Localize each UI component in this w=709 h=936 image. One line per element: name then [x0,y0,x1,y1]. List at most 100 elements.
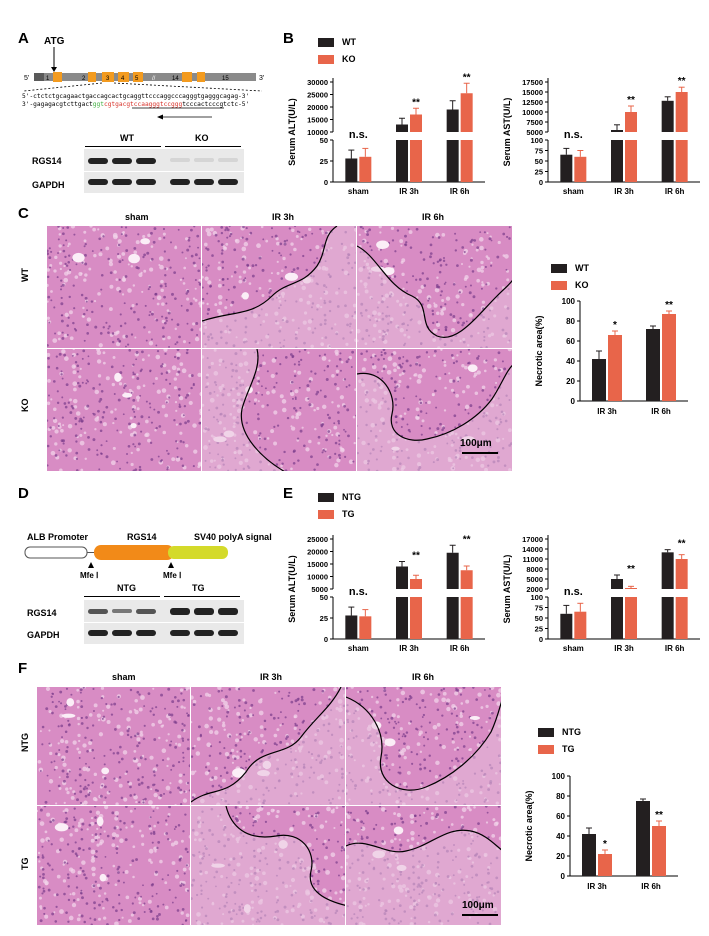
nucleus [382,349,386,351]
nucleus [116,815,119,818]
scale-bar-f [462,914,498,916]
nucleus [323,395,327,398]
significance-label: ** [678,539,686,550]
nucleus [68,268,72,272]
nucleus [445,702,449,706]
nucleus [75,886,79,889]
nucleus [166,449,168,452]
sinusoid [492,818,496,822]
sinusoid [183,266,187,270]
sinusoid [90,849,96,855]
nucleus [391,239,395,242]
nucleus [211,776,214,779]
five-prime-label: 5' [24,75,29,82]
nucleus [100,273,104,277]
nucleus [64,811,68,814]
nucleus [183,404,187,408]
y-tick-label: 75 [535,147,543,156]
exon-num-14: 14 [172,76,179,82]
bar [661,597,674,639]
nucleus [87,448,91,451]
nucleus [346,830,349,834]
nucleus [381,763,384,766]
sinusoid [493,358,498,362]
nucleus [57,226,60,228]
nucleus [163,250,166,253]
nucleus [126,729,130,733]
sinusoid [69,336,74,341]
nucleus [318,354,321,357]
nucleus [148,314,151,317]
nucleus [41,892,44,895]
nucleus [107,331,110,335]
nucleus [100,826,102,829]
sinusoid [182,340,186,344]
sinusoid [353,839,357,844]
nucleus [165,302,168,305]
sinusoid [178,779,183,784]
nucleus [220,231,224,235]
sinusoid [77,733,81,738]
bar [675,597,688,639]
sinusoid [164,905,169,910]
tissue-texture [37,687,191,806]
nucleus [81,716,84,719]
nucleus [409,430,411,433]
nucleus [88,847,91,850]
nucleus [343,404,346,408]
nucleus [398,766,401,769]
nucleus [198,281,200,284]
nucleus [83,253,87,257]
sinusoid [486,232,489,235]
nucleus [455,723,458,726]
nucleus [255,392,258,395]
nucleus [447,826,451,829]
nucleus [290,700,294,704]
nucleus [119,313,122,316]
nucleus [132,363,135,367]
nucleus [310,826,314,829]
nucleus [328,456,332,459]
nucleus [136,891,140,895]
nucleus [150,312,154,316]
nucleus [338,874,340,877]
nucleus [346,687,349,690]
nucleus [246,264,250,267]
nucleus [409,246,413,249]
nucleus [120,908,123,912]
nucleus [399,783,402,786]
significance-label: ** [678,76,686,87]
nucleus [85,902,89,905]
sinusoid [468,808,472,812]
nucleus [136,732,140,736]
nucleus [316,463,319,466]
sinusoid [458,688,463,693]
nucleus [117,253,120,256]
sinusoid [91,872,96,877]
nucleus [225,298,228,301]
sinusoid [149,755,154,760]
sinusoid [440,311,445,316]
sinusoid [433,303,438,308]
nucleus [196,333,199,337]
nucleus [233,248,237,252]
sinusoid [53,893,57,897]
nucleus [160,693,163,697]
nucleus [137,318,140,321]
sinusoid [183,706,186,710]
sinusoid [339,447,345,453]
nucleus [168,806,172,809]
nucleus [442,426,446,430]
sinusoid [140,695,145,700]
nucleus [260,831,264,835]
sinusoid [174,327,177,331]
sinusoid [147,233,151,238]
nucleus [57,725,60,728]
nucleus [42,872,45,876]
bar [592,359,606,401]
nucleus [153,774,156,777]
sinusoid [79,433,83,437]
sinusoid [443,409,447,412]
nucleus [164,285,167,288]
nucleus [310,815,314,818]
